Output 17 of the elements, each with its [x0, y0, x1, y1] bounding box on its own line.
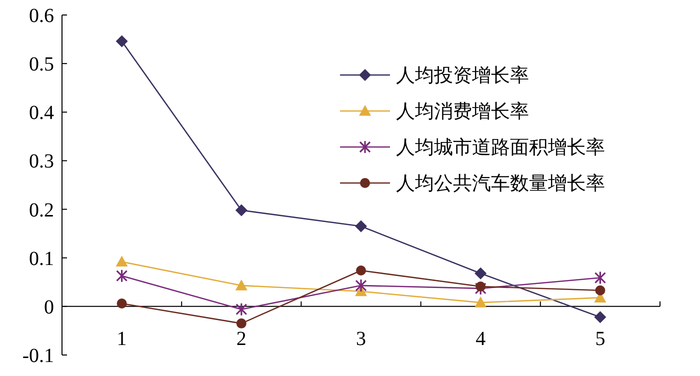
x-tick-label: 4 [476, 328, 486, 350]
legend-label: 人均公共汽车数量增长率 [396, 172, 605, 195]
y-tick-label: 0.3 [29, 150, 54, 173]
y-tick-label: 0.2 [29, 199, 54, 222]
legend-label: 人均城市道路面积增长率 [396, 136, 605, 159]
y-tick-label: 0 [44, 296, 54, 318]
y-tick-label: 0.6 [29, 5, 54, 27]
y-tick-label: -0.1 [22, 345, 54, 367]
x-tick-label: 1 [116, 328, 127, 350]
legend-label: 人均投资增长率 [396, 64, 529, 87]
x-tick-label: 5 [595, 328, 606, 350]
x-tick-label: 3 [356, 328, 366, 350]
x-tick-label: 2 [236, 328, 246, 350]
y-tick-label: 0.4 [29, 102, 54, 124]
y-tick-label: 0.5 [29, 54, 54, 76]
legend-label: 人均消费增长率 [396, 100, 529, 123]
y-tick-label: 0.1 [29, 248, 54, 270]
